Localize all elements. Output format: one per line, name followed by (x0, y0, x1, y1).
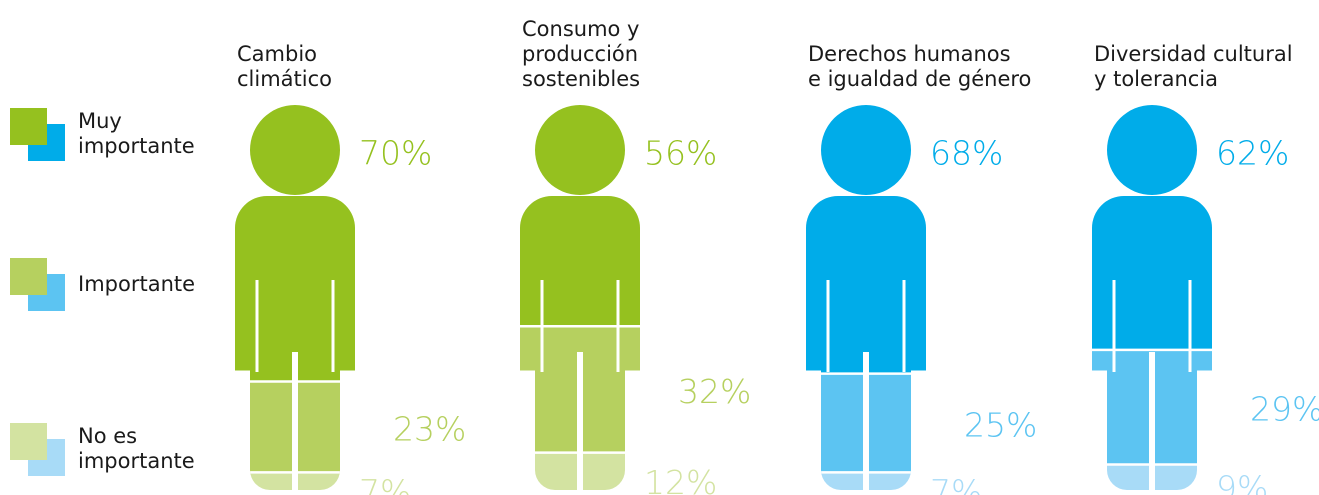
figure (520, 105, 640, 490)
value-label: 56% (644, 134, 717, 173)
category-title: Derechos humanos e igualdad de género (808, 42, 1032, 91)
figure (1092, 105, 1212, 490)
figure (806, 105, 926, 490)
value-label: 9% (1216, 469, 1268, 495)
legend-label: Importante (78, 271, 196, 296)
legend-label: Muy importante (78, 109, 195, 158)
value-label: 32% (678, 372, 751, 411)
value-label: 25% (964, 405, 1037, 444)
value-label: 7% (359, 473, 411, 495)
value-label: 29% (1250, 390, 1319, 429)
segment (806, 105, 926, 374)
legend-swatch (10, 258, 47, 295)
value-label: 68% (930, 134, 1003, 173)
legend-swatch (10, 108, 47, 145)
value-label: 23% (393, 409, 466, 448)
figure (235, 105, 355, 490)
category-title: Cambio climático (237, 42, 333, 91)
segment (1092, 105, 1212, 350)
legend-swatch (10, 423, 47, 460)
value-label: 7% (930, 473, 982, 495)
value-label: 62% (1216, 134, 1289, 173)
category-title: Diversidad cultural y tolerancia (1094, 42, 1293, 91)
value-label: 12% (644, 463, 717, 495)
segment (235, 105, 355, 382)
segment (520, 105, 640, 327)
category-title: Consumo y producción sostenibles (522, 17, 641, 91)
legend-label: No es importante (78, 424, 195, 473)
value-label: 70% (359, 134, 432, 173)
